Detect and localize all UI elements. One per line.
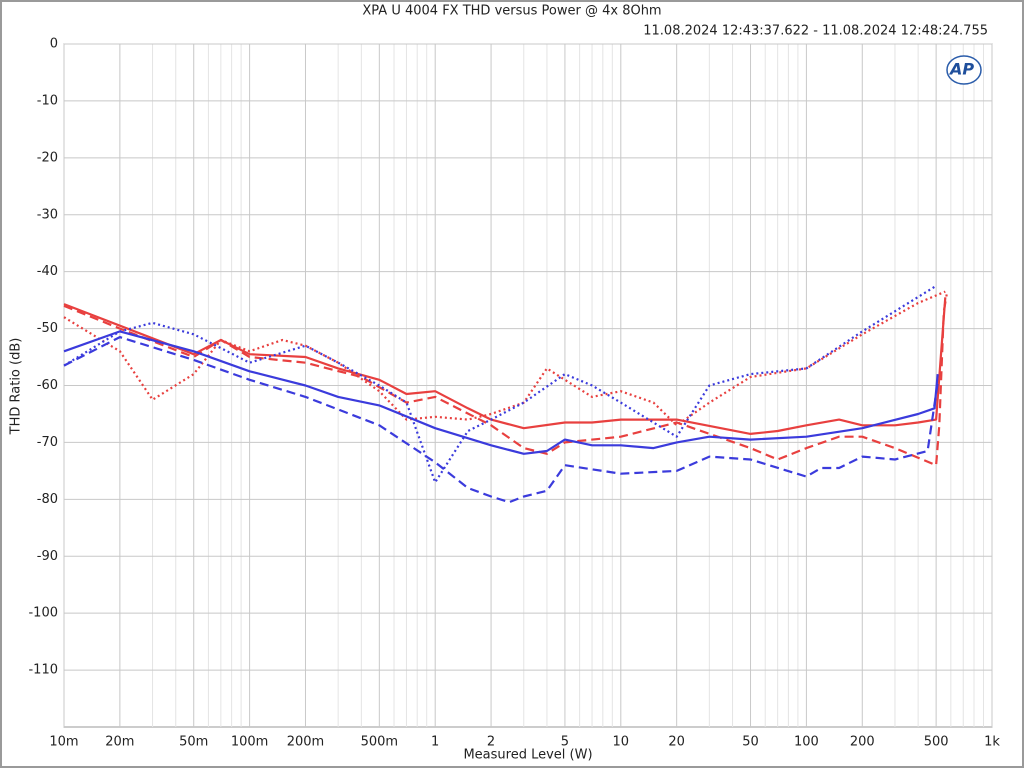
x-tick-label: 10m: [49, 735, 78, 750]
y-tick-label: -10: [37, 93, 58, 108]
x-tick-label: 100m: [231, 735, 268, 750]
y-tick-label: 0: [50, 37, 58, 52]
x-tick-label: 200: [850, 735, 875, 750]
x-tick-label: 500: [924, 735, 949, 750]
x-tick-label: 50: [742, 735, 759, 750]
x-tick-label: 200m: [287, 735, 324, 750]
logo-ring: [946, 55, 982, 85]
data-line: [63, 330, 939, 455]
x-tick-label: 1: [431, 735, 439, 750]
y-tick-label: -30: [37, 207, 58, 222]
data-line: [63, 336, 939, 504]
y-tick-label: -40: [37, 264, 58, 279]
y-tick-label: -70: [37, 435, 58, 450]
y-tick-label: -100: [28, 606, 58, 621]
y-tick-label: -80: [37, 492, 58, 507]
data-line: [63, 290, 946, 427]
x-tick-label: 20: [668, 735, 685, 750]
chart-subtitle: 11.08.2024 12:43:37.622 - 11.08.2024 12:…: [643, 24, 988, 39]
data-line: [63, 294, 948, 467]
y-tick-label: -60: [37, 378, 58, 393]
y-tick-label: -20: [37, 150, 58, 165]
data-line: [63, 297, 947, 435]
x-tick-label: 2: [487, 735, 495, 750]
x-tick-label: 5: [561, 735, 569, 750]
x-tick-label: 1k: [984, 735, 1000, 750]
y-tick-label: -110: [28, 663, 58, 678]
x-tick-label: 20m: [105, 735, 134, 750]
y-tick-label: -50: [37, 321, 58, 336]
y-tick-label: -90: [37, 549, 58, 564]
x-tick-label: 50m: [179, 735, 208, 750]
chart-title: XPA U 4004 FX THD versus Power @ 4x 8Ohm: [362, 4, 661, 19]
x-axis-label: Measured Level (W): [463, 748, 592, 763]
x-tick-label: 500m: [361, 735, 398, 750]
y-axis-label: THD Ratio (dB): [9, 338, 24, 436]
x-tick-label: 10: [613, 735, 630, 750]
logo: AP: [948, 60, 974, 79]
x-tick-label: 100: [794, 735, 819, 750]
